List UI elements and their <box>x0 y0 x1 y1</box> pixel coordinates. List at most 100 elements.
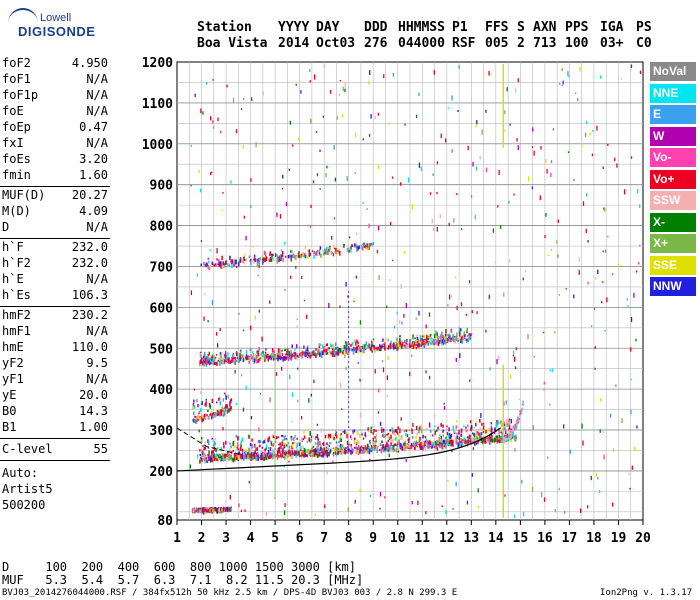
echo-point <box>431 337 433 340</box>
echo-point <box>455 335 458 341</box>
echo-point <box>341 408 343 410</box>
echo-point <box>235 353 238 357</box>
param-label: h`F <box>2 240 24 254</box>
echo-point <box>203 414 206 417</box>
echo-point <box>354 172 356 174</box>
echo-point <box>236 453 238 457</box>
echo-point <box>496 424 499 427</box>
echo-point <box>517 418 519 421</box>
echo-point <box>282 447 284 452</box>
echo-point <box>278 443 280 446</box>
echo-point <box>544 235 546 239</box>
echo-point <box>212 120 214 124</box>
echo-point <box>254 354 257 357</box>
echo-point <box>252 246 254 248</box>
echo-point <box>504 110 506 114</box>
echo-point <box>515 421 518 424</box>
echo-point <box>272 349 275 354</box>
echo-point <box>199 352 202 356</box>
echo-point <box>283 349 286 352</box>
echo-point <box>604 249 607 253</box>
legend-vo: Vo+ <box>650 169 696 189</box>
echo-point <box>322 249 325 253</box>
echo-point <box>371 242 373 247</box>
echo-point <box>321 448 323 452</box>
echo-point <box>543 381 545 385</box>
echo-point <box>458 430 460 435</box>
echo-point <box>220 409 222 414</box>
echo-point <box>321 351 324 356</box>
echo-point <box>479 432 481 437</box>
echo-point <box>339 437 341 442</box>
echo-point <box>456 420 458 423</box>
echo-point <box>286 455 289 458</box>
echo-point <box>299 453 301 458</box>
echo-point <box>275 372 278 376</box>
echo-point <box>348 343 350 346</box>
param-value: N/A <box>86 220 108 234</box>
echo-point <box>464 442 466 445</box>
echo-point <box>209 507 212 511</box>
echo-point <box>192 402 195 407</box>
echo-point <box>200 240 203 242</box>
echo-point <box>207 416 209 421</box>
x-tick-label: 13 <box>463 531 479 546</box>
echo-point <box>215 401 218 404</box>
echo-point <box>517 416 519 419</box>
echo-point <box>229 402 231 407</box>
param-value: N/A <box>86 136 108 150</box>
param-divider <box>0 238 110 239</box>
echo-point <box>398 434 400 438</box>
echo-point <box>383 343 386 348</box>
echo-point <box>295 83 297 86</box>
echo-point <box>309 453 311 457</box>
echo-point <box>296 449 298 452</box>
echo-point <box>233 444 236 449</box>
echo-point <box>482 422 485 425</box>
echo-point <box>262 353 265 357</box>
echo-point <box>331 350 334 355</box>
echo-point <box>252 352 255 357</box>
echo-point <box>456 332 458 337</box>
legend-noval: NoVal <box>650 62 696 81</box>
echo-point <box>212 509 214 513</box>
echo-point <box>194 418 196 423</box>
echo-point <box>352 430 354 435</box>
echo-point <box>217 457 220 461</box>
echo-point <box>549 403 551 406</box>
echo-point <box>235 402 238 406</box>
echo-point <box>227 359 229 364</box>
echo-point <box>216 258 218 261</box>
echo-point <box>401 342 404 346</box>
echo-point <box>211 437 214 440</box>
echo-point <box>296 325 298 329</box>
echo-point <box>427 444 429 449</box>
echo-point <box>469 439 472 443</box>
echo-point <box>360 244 362 249</box>
echo-point <box>383 74 385 79</box>
echo-point <box>401 344 403 350</box>
echo-point <box>227 352 229 356</box>
echo-point <box>319 246 322 250</box>
echo-point <box>317 449 319 455</box>
echo-point <box>253 357 255 361</box>
echo-point <box>217 357 220 360</box>
echo-point <box>317 351 319 356</box>
echo-point <box>219 130 222 134</box>
echo-point <box>198 508 200 512</box>
echo-point <box>399 339 401 343</box>
echo-point <box>371 426 373 428</box>
echo-point <box>444 444 447 449</box>
echo-point <box>334 250 336 253</box>
echo-point <box>375 429 377 433</box>
echo-point <box>437 443 439 446</box>
logo-line2: DIGISONDE <box>18 24 96 39</box>
echo-point <box>477 488 479 493</box>
echo-point <box>299 442 301 446</box>
echo-point <box>429 334 432 338</box>
echo-point <box>286 437 289 441</box>
param-row-b1: B1 1.00 <box>2 420 108 436</box>
echo-point <box>516 421 519 424</box>
echo-point <box>222 508 225 511</box>
echo-point <box>208 359 211 364</box>
